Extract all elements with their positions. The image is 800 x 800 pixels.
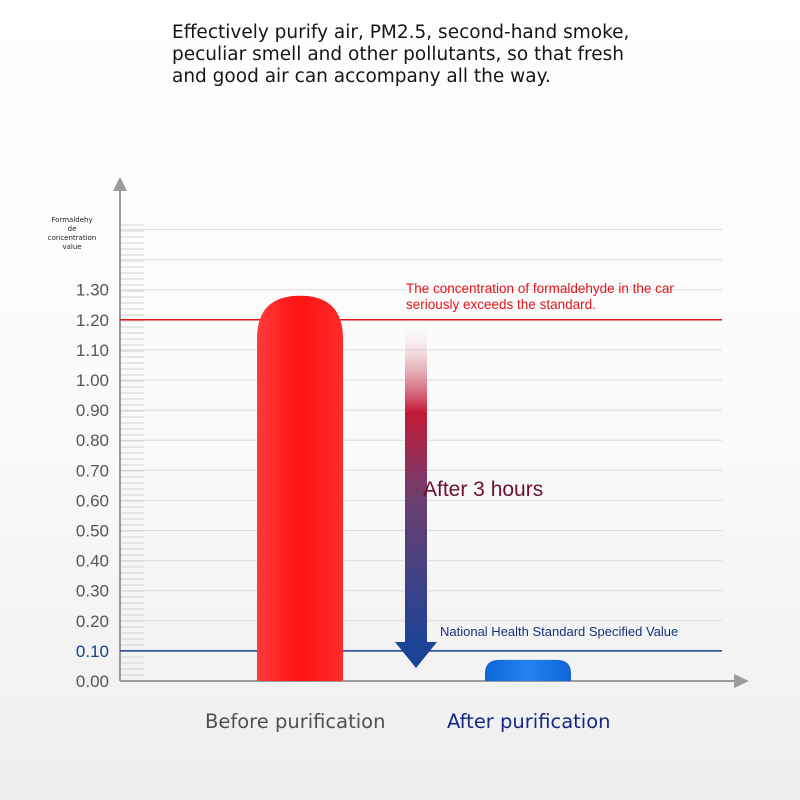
after-3-hours-annotation: After 3 hours xyxy=(423,478,544,501)
y-tick-label: 1.30 xyxy=(76,281,109,300)
y-tick-label: 0.70 xyxy=(76,461,109,480)
exceeds-standard-note-line: seriously exceeds the standard. xyxy=(406,296,596,312)
y-axis-arrowhead xyxy=(113,177,127,191)
y-axis-label-line: concentration xyxy=(47,234,97,242)
headline-line: and good air can accompany all the way. xyxy=(172,66,551,87)
y-tick-label: 0.80 xyxy=(76,431,109,450)
bar-after-purification xyxy=(485,659,571,681)
exceeds-standard-note-line: The concentration of formaldehyde in the… xyxy=(406,281,674,296)
x-axis-arrowhead xyxy=(734,674,749,688)
y-tick-label: 0.00 xyxy=(76,672,109,691)
y-tick-label: 0.30 xyxy=(76,582,109,601)
y-axis-label-line: value xyxy=(62,243,82,251)
y-tick-label: 0.40 xyxy=(76,552,109,571)
y-tick-label: 1.20 xyxy=(76,311,109,330)
y-tick-label: 0.50 xyxy=(76,522,109,541)
y-axis-label: Formaldehy de concentration value xyxy=(42,216,102,252)
y-axis-label-line: de xyxy=(67,225,77,233)
decrease-arrow-head xyxy=(395,642,437,668)
decrease-arrow-shaft xyxy=(405,322,427,644)
y-tick-label: 0.20 xyxy=(76,612,109,631)
category-label-before: Before purification xyxy=(205,710,386,733)
y-tick-label: 0.90 xyxy=(76,401,109,420)
y-tick-label: 0.10 xyxy=(76,642,109,661)
exceeds-standard-note: The concentration of formaldehyde in the… xyxy=(406,281,736,312)
y-tick-label: 1.10 xyxy=(76,341,109,360)
y-tick-label: 0.60 xyxy=(76,491,109,510)
y-axis-label-line: Formaldehy xyxy=(51,216,93,224)
bar-before-purification xyxy=(257,295,343,681)
headline-line: Effectively purify air, PM2.5, second-ha… xyxy=(172,22,630,43)
headline-line: peculiar smell and other pollutants, so … xyxy=(172,44,624,65)
y-tick-label: 1.00 xyxy=(76,371,109,390)
category-label-after: After purification xyxy=(447,710,611,733)
headline: Effectively purify air, PM2.5, second-ha… xyxy=(172,22,642,88)
national-standard-note: National Health Standard Specified Value xyxy=(440,624,679,639)
